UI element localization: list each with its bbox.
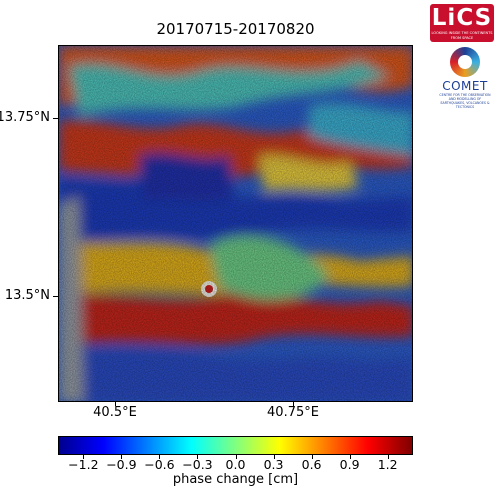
interferogram-map[interactable] xyxy=(58,45,413,402)
colorbar-tick xyxy=(349,455,351,459)
colorbar-tick-label: 0.3 xyxy=(263,457,284,472)
colorbar xyxy=(58,436,413,455)
x-axis-label-4075: 40.75°E xyxy=(267,405,319,420)
colorbar-tick-label: −0.3 xyxy=(182,457,213,472)
colorbar-tick-label: 0.6 xyxy=(301,457,322,472)
x-axis-tick-4075 xyxy=(293,402,294,406)
x-axis-tick-405 xyxy=(115,402,116,406)
comet-logo-tagline: CENTRE FOR THE OBSERVATION AND MODELLING… xyxy=(439,93,491,109)
phase-field xyxy=(59,46,412,401)
colorbar-tick xyxy=(83,455,85,459)
colorbar-tick-label: −0.6 xyxy=(144,457,175,472)
lics-logo: LiCS LOOKING INSIDE THE CONTINENTS FROM … xyxy=(430,4,494,42)
y-axis-label-1375: 13.75°N xyxy=(0,110,50,125)
map-title: 20170715-20170820 xyxy=(156,20,315,38)
colorbar-tick-label: −0.9 xyxy=(106,457,137,472)
colorbar-tick-label: 0.0 xyxy=(225,457,246,472)
y-axis-tick-135 xyxy=(53,296,58,297)
colorbar-title: phase change [cm] xyxy=(172,472,299,487)
y-axis-label-135: 13.5°N xyxy=(4,288,50,303)
lics-logo-wordmark: LiCS xyxy=(431,5,493,31)
colorbar-tick xyxy=(235,455,237,459)
colorbar-tick-label: 1.2 xyxy=(377,457,398,472)
comet-logo-wordmark: COMET xyxy=(442,79,488,93)
comet-logo: COMET CENTRE FOR THE OBSERVATION AND MOD… xyxy=(437,47,493,109)
colorbar-tick xyxy=(273,455,275,459)
colorbar-tick xyxy=(197,455,199,459)
lics-logo-tagline: LOOKING INSIDE THE CONTINENTS FROM SPACE xyxy=(431,31,493,40)
colorbar-tick-label: −1.2 xyxy=(68,457,99,472)
colorbar-tick xyxy=(387,455,389,459)
comet-logo-emblem-icon xyxy=(450,47,480,77)
colorbar-tick xyxy=(311,455,313,459)
colorbar-tick xyxy=(159,455,161,459)
y-axis-tick-1375 xyxy=(53,118,58,119)
colorbar-tick xyxy=(121,455,123,459)
colorbar-tick-label: 0.9 xyxy=(339,457,360,472)
x-axis-label-405: 40.5°E xyxy=(93,405,137,420)
